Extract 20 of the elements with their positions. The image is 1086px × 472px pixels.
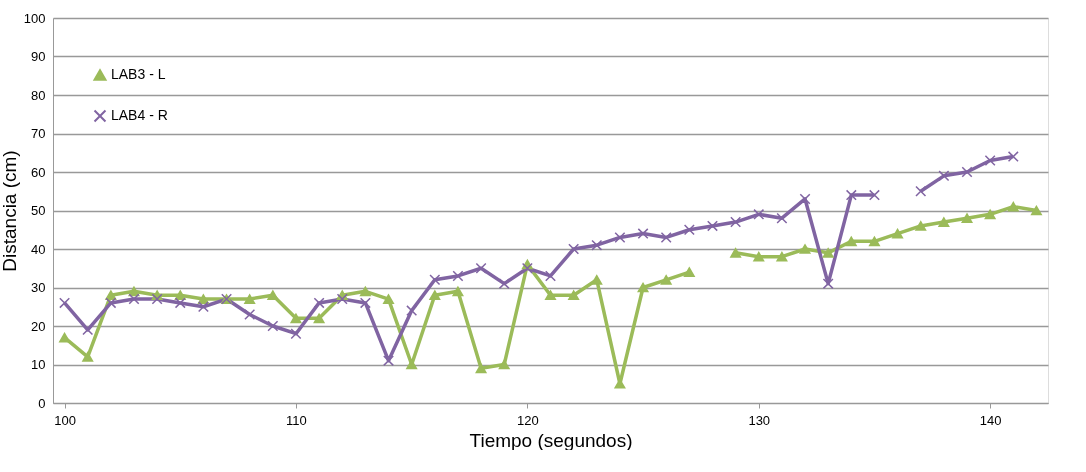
y-tick-label: 40 [31, 241, 46, 257]
y-tick-label: 20 [31, 318, 46, 334]
y-tick-label: 80 [31, 87, 46, 103]
y-tick-label: 70 [31, 126, 46, 141]
y-tick-label: 100 [23, 10, 46, 26]
y-tick-label: 10 [31, 357, 46, 372]
legend-label: LAB3 - L [111, 66, 166, 82]
x-axis-title: Tiempo (segundos) [469, 429, 633, 451]
x-tick-label: 120 [517, 412, 539, 428]
y-tick-label: 30 [31, 280, 46, 295]
x-tick-label: 100 [54, 412, 76, 428]
y-tick-label: 0 [38, 395, 46, 411]
x-tick-label: 130 [748, 412, 771, 428]
legend-label: LAB4 - R [111, 107, 168, 123]
x-tick-label: 110 [286, 412, 307, 428]
y-axis-title: Distancia (cm) [0, 150, 20, 272]
x-tick-label: 140 [979, 412, 1002, 428]
y-tick-label: 50 [31, 203, 46, 218]
y-tick-label: 60 [31, 164, 46, 180]
y-tick-label: 90 [31, 49, 46, 64]
